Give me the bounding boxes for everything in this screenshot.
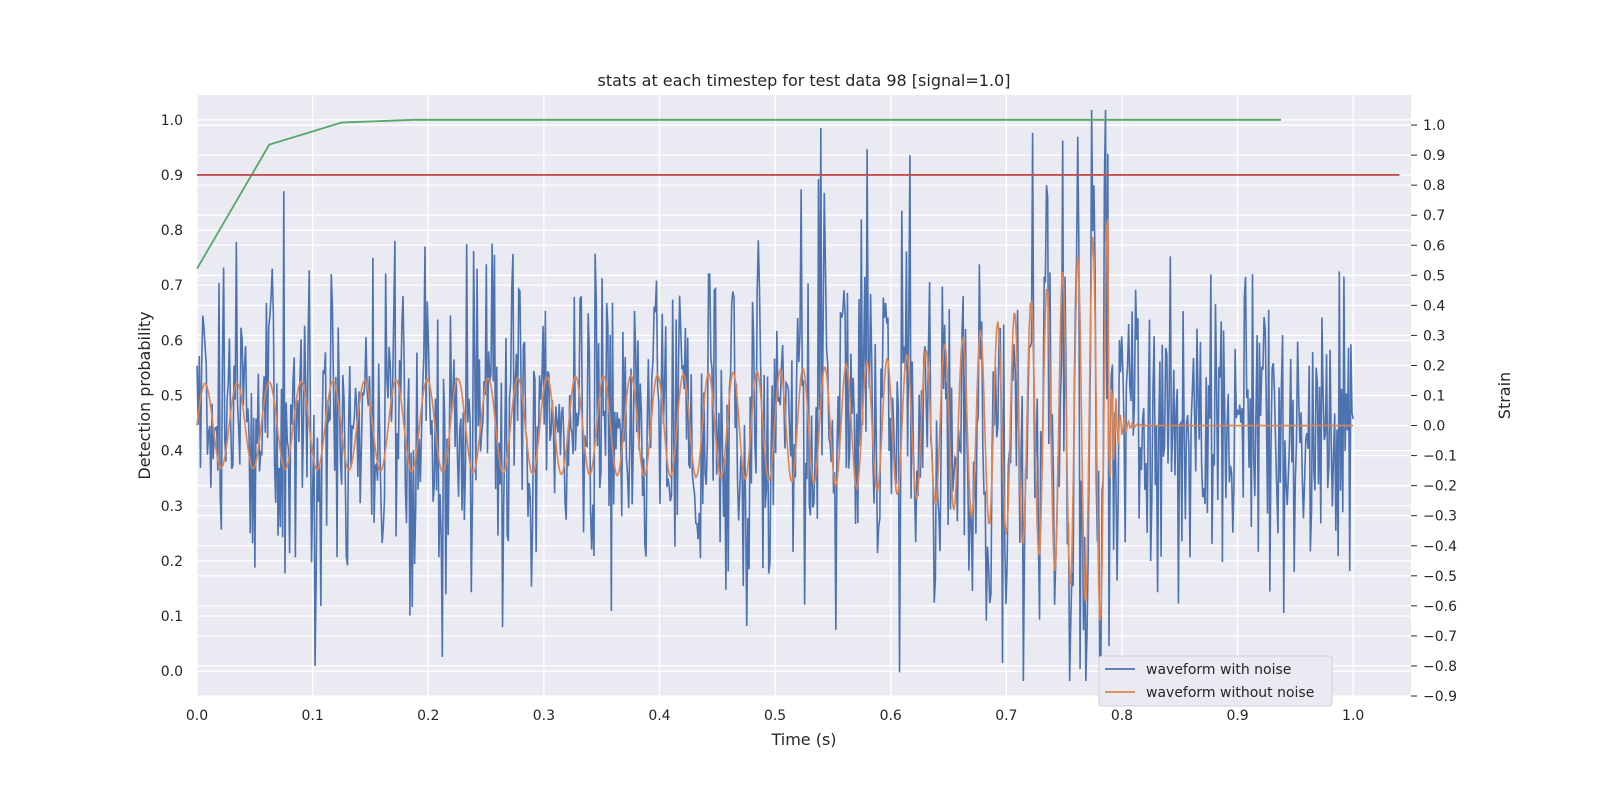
legend-label-clean: waveform without noise	[1146, 685, 1314, 701]
y-tick-label-right: −0.3	[1423, 509, 1457, 525]
y-tick-label-right: 0.4	[1423, 298, 1445, 314]
y-tick-label-left: 0.3	[161, 499, 183, 515]
y-axis-right: −0.9 −0.8 −0.7 −0.6 −0.5 −0.4 −0.3 −0.2 −0.1 0.0 0…	[1411, 118, 1457, 705]
series-detection-probability	[196, 118, 1281, 270]
y-tick-label-left: 0.7	[161, 278, 183, 294]
x-axis: 0.0 0.1 0.2 0.3 0.4 0.5 0.6 0.7 0.8 0.9 1.0	[186, 708, 1364, 724]
y-tick-label-right: −0.9	[1423, 689, 1457, 705]
y-tick-label-left: 0.6	[161, 333, 183, 349]
x-tick-label: 0.7	[995, 708, 1017, 724]
x-tick-label: 0.0	[186, 708, 208, 724]
legend: waveform with noise waveform without noi…	[1098, 655, 1333, 707]
x-tick-label: 0.3	[533, 708, 555, 724]
y-tick-label-right: 1.0	[1423, 118, 1445, 134]
x-tick-label: 0.5	[764, 708, 786, 724]
y-tick-label-right: 0.1	[1423, 389, 1445, 405]
y-tick-label-right: 0.6	[1423, 238, 1445, 254]
y-axis-label-right: Strain	[1495, 372, 1514, 419]
y-tick-label-right: 0.2	[1423, 358, 1445, 374]
y-tick-label-left: 1.0	[161, 113, 183, 129]
x-tick-label: 1.0	[1342, 708, 1364, 724]
y-tick-label-left: 0.2	[161, 554, 183, 570]
x-axis-label: Time (s)	[770, 730, 836, 749]
legend-box	[1098, 655, 1333, 707]
y-tick-label-right: −0.6	[1423, 599, 1457, 615]
series-layer	[196, 110, 1400, 682]
y-tick-label-right: −0.4	[1423, 539, 1457, 555]
y-tick-label-left: 0.0	[161, 664, 183, 680]
x-tick-label: 0.8	[1111, 708, 1133, 724]
y-tick-label-right: −0.5	[1423, 569, 1457, 585]
y-tick-label-left: 0.4	[161, 444, 183, 460]
y-tick-label-left: 0.5	[161, 389, 183, 405]
x-tick-label: 0.1	[301, 708, 323, 724]
series-waveform-with-noise	[196, 110, 1354, 682]
y-tick-label-left: 0.9	[161, 168, 183, 184]
chart-title: stats at each timestep for test data 98 …	[598, 71, 1011, 90]
y-tick-label-right: −0.2	[1423, 479, 1457, 495]
legend-label-noisy: waveform with noise	[1146, 662, 1291, 678]
y-tick-label-right: 0.5	[1423, 268, 1445, 284]
x-tick-label: 0.9	[1226, 708, 1248, 724]
y-tick-label-right: −0.7	[1423, 629, 1457, 645]
y-tick-label-right: 0.0	[1423, 419, 1445, 435]
y-tick-label-right: 0.9	[1423, 148, 1445, 164]
x-tick-label: 0.4	[648, 708, 670, 724]
y-tick-label-left: 0.8	[161, 223, 183, 239]
y-tick-label-left: 0.1	[161, 609, 183, 625]
y-axis-left: 0.0 0.1 0.2 0.3 0.4 0.5 0.6 0.7 0.8 0.9 1.0	[161, 113, 183, 680]
y-tick-label-right: −0.8	[1423, 659, 1457, 675]
y-tick-label-right: 0.8	[1423, 178, 1445, 194]
x-tick-label: 0.6	[880, 708, 902, 724]
y-tick-label-right: 0.3	[1423, 328, 1445, 344]
x-tick-label: 0.2	[417, 708, 439, 724]
y-tick-label-right: −0.1	[1423, 449, 1457, 465]
y-axis-label-left: Detection probability	[135, 311, 154, 479]
y-tick-label-right: 0.7	[1423, 208, 1445, 224]
series-waveform-without-noise	[196, 219, 1354, 621]
